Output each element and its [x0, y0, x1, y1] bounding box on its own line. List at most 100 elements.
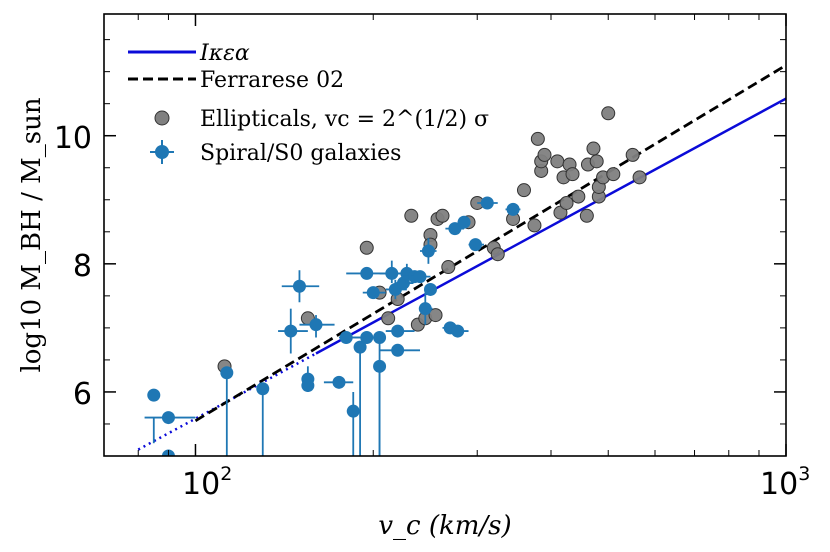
spiral-marker	[480, 196, 494, 210]
spiral-point	[411, 270, 431, 284]
spiral-point	[505, 202, 521, 216]
legend: Iκεα Ferrarese 02 Ellipticals, vc = 2^(1…	[128, 41, 489, 166]
spiral-marker	[161, 411, 175, 425]
x-tick-label-1000: 103	[760, 463, 810, 502]
spiral-marker	[366, 286, 380, 300]
spiral-point	[445, 222, 465, 236]
spiral-marker	[448, 222, 462, 236]
spiral-point	[346, 391, 360, 456]
elliptical-point	[579, 208, 594, 223]
spiral-point	[362, 286, 386, 300]
model-line-solid	[315, 97, 786, 355]
spirals-series	[144, 196, 521, 456]
spiral-marker	[360, 266, 374, 280]
spiral-marker	[332, 375, 346, 389]
spiral-point	[144, 411, 196, 425]
spiral-point	[418, 292, 433, 325]
spiral-point	[423, 282, 437, 296]
spiral-marker	[506, 202, 520, 216]
spiral-marker	[373, 359, 387, 373]
spiral-point	[220, 366, 234, 456]
plot-background	[104, 14, 786, 456]
spiral-point	[299, 315, 335, 338]
y-axis-label: log10 M_BH / M_sun	[17, 97, 47, 372]
legend-label-ellipticals: Ellipticals, vc = 2^(1/2) σ	[200, 107, 489, 132]
x-tick-label-100: 102	[182, 463, 232, 502]
elliptical-point	[601, 106, 616, 121]
elliptical-point	[441, 260, 456, 275]
elliptical-point	[632, 170, 647, 185]
spiral-point	[477, 196, 498, 210]
elliptical-point	[404, 208, 419, 223]
spiral-point	[448, 324, 469, 338]
spiral-point	[373, 359, 387, 456]
elliptical-point	[586, 141, 601, 156]
spiral-marker	[292, 279, 306, 293]
plot-frame	[103, 13, 787, 457]
spiral-marker	[385, 266, 399, 280]
y-tick-label-10: 10	[54, 121, 92, 156]
spiral-marker	[418, 302, 432, 316]
spiral-marker	[391, 343, 405, 357]
spiral-marker	[391, 324, 405, 338]
legend-swatch-spirals	[150, 140, 174, 164]
elliptical-point	[527, 218, 542, 233]
elliptical-point	[559, 195, 574, 210]
elliptical-point	[428, 308, 443, 323]
legend-label-spirals: Spiral/S0 galaxies	[200, 141, 401, 166]
spiral-marker	[256, 382, 270, 396]
spiral-marker	[220, 366, 234, 380]
spiral-marker	[284, 324, 298, 338]
elliptical-point	[571, 189, 586, 204]
elliptical-point	[516, 183, 531, 198]
y-tick-labels: 6 8 10	[54, 121, 92, 412]
legend-label-ferrarese: Ferrarese 02	[200, 68, 344, 93]
trend-lines	[137, 64, 786, 451]
x-tick-labels: 102 103	[182, 463, 810, 502]
spiral-point	[323, 375, 354, 389]
spiral-point	[468, 238, 484, 252]
spiral-marker	[421, 244, 435, 258]
spiral-point	[353, 340, 367, 456]
spiral-marker	[147, 388, 161, 402]
spiral-point	[379, 343, 420, 357]
spiral-marker	[469, 238, 483, 252]
spiral-point	[281, 270, 320, 303]
spiral-marker	[457, 215, 471, 229]
elliptical-point	[537, 147, 552, 162]
elliptical-point	[530, 131, 545, 146]
elliptical-point	[490, 247, 505, 262]
spiral-marker	[413, 270, 427, 284]
model-line-dotted	[137, 352, 317, 451]
spiral-marker	[346, 404, 360, 418]
ferrarese-line	[194, 64, 786, 422]
spiral-point	[256, 382, 270, 456]
spiral-marker	[339, 330, 353, 344]
elliptical-point	[550, 154, 565, 169]
elliptical-point	[606, 167, 621, 182]
spiral-marker	[423, 282, 437, 296]
legend-swatch-ellipticals	[154, 110, 170, 126]
spiral-point	[419, 238, 437, 264]
elliptical-point	[381, 311, 396, 326]
elliptical-point	[359, 240, 374, 255]
spiral-marker	[360, 330, 374, 344]
y-tick-label-8: 8	[73, 249, 92, 284]
y-tick-label-6: 6	[73, 377, 92, 412]
legend-label-model: Iκεα	[199, 41, 250, 66]
spiral-point	[147, 388, 161, 444]
spiral-marker	[373, 330, 387, 344]
spiral-point	[301, 379, 315, 393]
spiral-marker	[353, 340, 367, 354]
spiral-marker	[301, 379, 315, 393]
spiral-marker	[309, 318, 323, 332]
spiral-point	[457, 215, 471, 229]
spiral-marker	[451, 324, 465, 338]
elliptical-point	[435, 208, 450, 223]
elliptical-point	[589, 154, 604, 169]
elliptical-point	[565, 167, 580, 182]
spiral-point	[278, 308, 308, 354]
x-axis-label: v_c (km/s)	[378, 511, 511, 541]
elliptical-point	[625, 147, 640, 162]
